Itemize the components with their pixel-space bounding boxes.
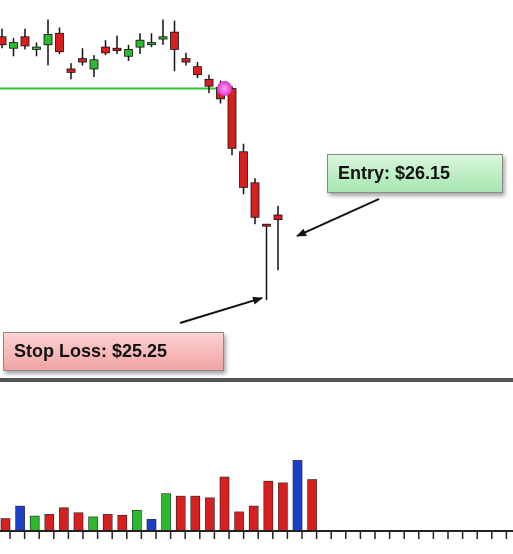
- candle-body: [239, 151, 248, 188]
- candle-body: [43, 34, 53, 46]
- candle: [32, 42, 41, 57]
- volume-bar: [44, 514, 55, 532]
- candle: [262, 223, 271, 301]
- candle: [147, 33, 156, 48]
- volume-bar: [15, 505, 25, 532]
- candle: [66, 63, 76, 80]
- candle-body: [101, 46, 110, 54]
- time-axis: [0, 530, 513, 539]
- volume-bar: [29, 515, 40, 532]
- candle-body: [158, 36, 168, 40]
- candle-body: [135, 39, 145, 48]
- candle: [239, 143, 248, 195]
- breakdown-marker: [217, 81, 232, 96]
- candle-body: [170, 31, 179, 50]
- candle: [250, 178, 260, 225]
- candle-body: [193, 66, 202, 76]
- candle-body: [204, 78, 214, 87]
- candle-body: [89, 59, 99, 70]
- volume-bar: [132, 509, 142, 532]
- candle-body: [32, 46, 41, 50]
- candle-body: [262, 223, 271, 227]
- candle: [193, 62, 202, 79]
- candle: [158, 19, 168, 45]
- volume-bar: [278, 482, 288, 532]
- volume-bar: [59, 507, 69, 532]
- volume-bar: [102, 514, 113, 532]
- candle: [124, 44, 133, 61]
- candle-body: [181, 58, 191, 63]
- volume-bar: [117, 514, 128, 532]
- volume-bar: [73, 512, 84, 532]
- candle: [0, 28, 7, 49]
- volume-bar: [88, 516, 98, 532]
- candle: [9, 37, 18, 57]
- candle: [101, 40, 110, 56]
- candle: [20, 28, 30, 50]
- candle-body: [9, 42, 18, 49]
- candle: [43, 19, 53, 66]
- candle-body: [227, 88, 237, 149]
- candle: [112, 35, 122, 54]
- candle-body: [20, 36, 30, 47]
- candle: [78, 48, 87, 66]
- volume-bar: [307, 479, 317, 532]
- volume-bar: [161, 493, 171, 532]
- candle: [273, 205, 283, 271]
- volume-bar: [146, 519, 157, 532]
- candle-body: [112, 47, 122, 51]
- volume-bar: [205, 497, 215, 532]
- volume-bar: [190, 495, 201, 532]
- volume-bar: [292, 460, 303, 532]
- candle-body: [273, 214, 283, 220]
- candle: [204, 74, 214, 94]
- volume-bar: [234, 511, 244, 532]
- entry-price-label: Entry: $26.15: [327, 154, 503, 193]
- candle-body: [250, 182, 260, 218]
- volume-panel: [0, 460, 317, 532]
- candle: [89, 55, 99, 77]
- entry-arrow: [296, 198, 380, 237]
- candle: [170, 20, 179, 72]
- candle: [227, 86, 237, 156]
- stop-loss-label: Stop Loss: $25.25: [3, 332, 224, 371]
- price-panel: [0, 19, 283, 301]
- volume-bar: [175, 495, 186, 532]
- candle: [55, 27, 64, 54]
- candle-body: [124, 49, 133, 57]
- candle: [181, 52, 191, 66]
- candle-body: [78, 58, 87, 63]
- stop-loss-arrow: [179, 296, 263, 324]
- candle-body: [66, 68, 76, 73]
- volume-bar: [263, 480, 274, 532]
- candle: [135, 33, 145, 54]
- candle-body: [147, 42, 156, 45]
- volume-bar: [219, 476, 230, 532]
- volume-bar: [248, 505, 259, 532]
- candle-body: [0, 36, 7, 46]
- candle-body: [55, 32, 64, 53]
- volume-bar: [0, 518, 11, 532]
